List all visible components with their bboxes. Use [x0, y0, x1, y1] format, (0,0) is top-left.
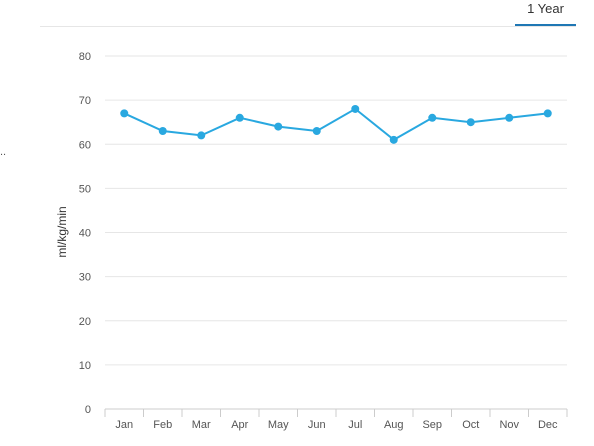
data-point	[274, 122, 283, 131]
y-tick-label: 80	[79, 51, 91, 63]
data-point	[312, 127, 321, 136]
series-points	[120, 104, 552, 144]
data-point	[543, 109, 552, 118]
grid-lines	[105, 55, 567, 366]
y-tick-label: 20	[79, 316, 91, 328]
time-range-tabs: 1 Year	[40, 0, 576, 27]
y-tick-label: 40	[79, 228, 91, 240]
data-point	[235, 113, 244, 122]
series-line	[123, 107, 548, 142]
y-tick-label: 60	[79, 139, 91, 151]
data-point	[505, 113, 514, 122]
x-tick-label: Sep	[422, 419, 442, 431]
tab-1-year[interactable]: 1 Year	[515, 0, 576, 26]
x-tick-label: Dec	[538, 419, 558, 431]
side-mark: ..	[0, 146, 7, 158]
data-point	[158, 127, 167, 136]
x-tick-label: Mar	[192, 419, 211, 431]
x-tick-label: Oct	[462, 419, 479, 431]
x-tick-label: May	[268, 419, 289, 431]
data-point	[428, 113, 437, 122]
y-tick-labels: 0 10 20 30 40 50 60 70 80	[79, 51, 91, 416]
data-point	[351, 104, 360, 113]
y-axis-label: ml/kg/min	[55, 206, 69, 257]
x-tick-label: Jan	[115, 419, 133, 431]
data-point	[197, 131, 206, 140]
data-point	[389, 135, 398, 144]
x-tick-label: Jul	[348, 419, 362, 431]
data-point	[120, 109, 129, 118]
y-tick-label: 50	[79, 183, 91, 195]
y-tick-label: 70	[79, 95, 91, 107]
data-point	[466, 118, 475, 127]
y-tick-label: 30	[79, 272, 91, 284]
y-tick-label: 0	[85, 404, 91, 416]
x-tick-labels: Jan Feb Mar Apr May Jun Jul Aug Sep Oct Nov Dec	[115, 419, 558, 431]
x-tick-label: Nov	[499, 419, 519, 431]
axes	[104, 408, 568, 417]
x-tick-label: Apr	[231, 419, 248, 431]
x-tick-label: Feb	[153, 419, 172, 431]
x-tick-label: Aug	[384, 419, 404, 431]
x-tick-label: Jun	[308, 419, 326, 431]
y-tick-label: 10	[79, 360, 91, 372]
